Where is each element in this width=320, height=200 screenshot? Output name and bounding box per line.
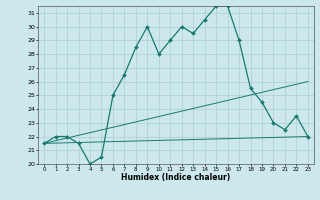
X-axis label: Humidex (Indice chaleur): Humidex (Indice chaleur) [121, 173, 231, 182]
